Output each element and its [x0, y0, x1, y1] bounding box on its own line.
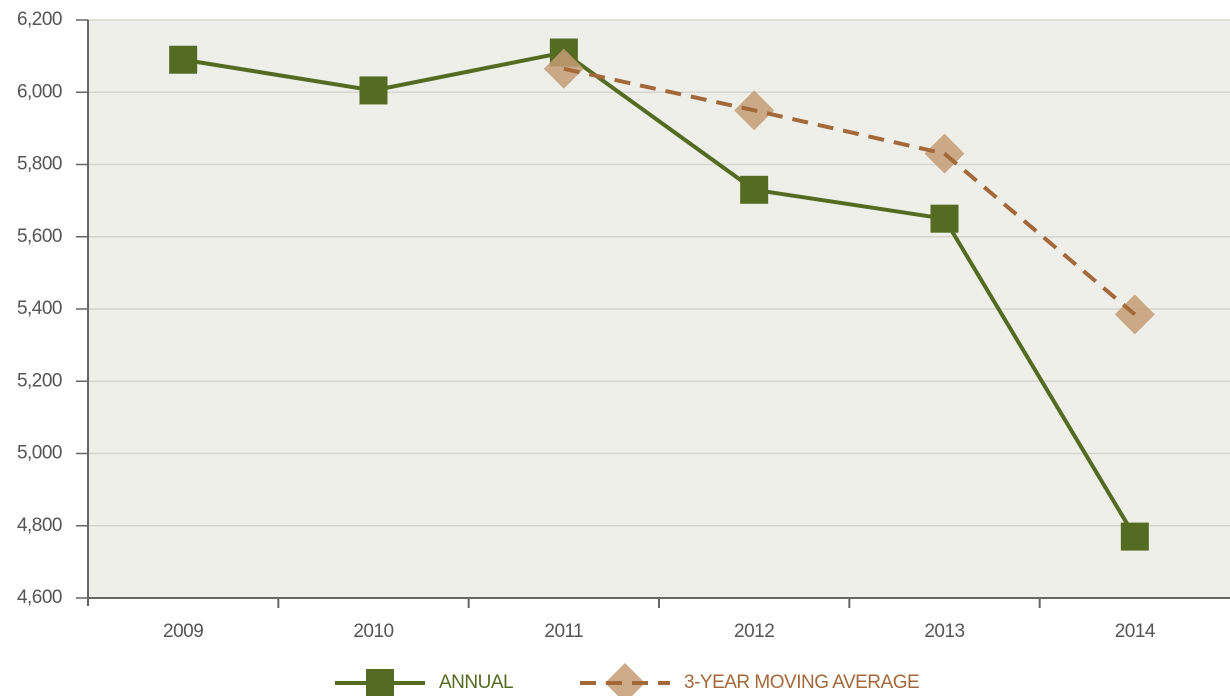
y-tick-label: 5,400 [17, 298, 62, 319]
data-point [740, 175, 769, 204]
y-tick-label: 4,800 [17, 515, 62, 536]
series-line [182, 50, 1137, 538]
y-tick-label: 5,800 [17, 154, 62, 175]
x-tick-label: 2013 [924, 621, 964, 642]
data-point [1120, 522, 1149, 551]
y-tick-label: 6,200 [17, 9, 62, 30]
y-tick-label: 6,000 [17, 81, 62, 102]
x-tick-label: 2012 [734, 621, 774, 642]
series-line [563, 66, 1137, 316]
legend-label: ANNUAL [439, 672, 513, 693]
data-point [169, 45, 198, 74]
data-point [930, 204, 959, 233]
y-tick-label: 5,000 [17, 443, 62, 464]
x-tick-label: 2014 [1115, 621, 1156, 642]
data-point [359, 76, 388, 105]
x-tick-label: 2010 [353, 621, 393, 642]
x-tick-label: 2011 [544, 621, 583, 642]
y-tick-label: 4,600 [17, 587, 62, 608]
y-tick-label: 5,200 [17, 370, 62, 391]
x-tick-label: 2009 [163, 621, 203, 642]
legend-marker [605, 663, 645, 696]
legend-label: 3-YEAR MOVING AVERAGE [684, 672, 919, 693]
y-tick-label: 5,600 [17, 226, 62, 247]
